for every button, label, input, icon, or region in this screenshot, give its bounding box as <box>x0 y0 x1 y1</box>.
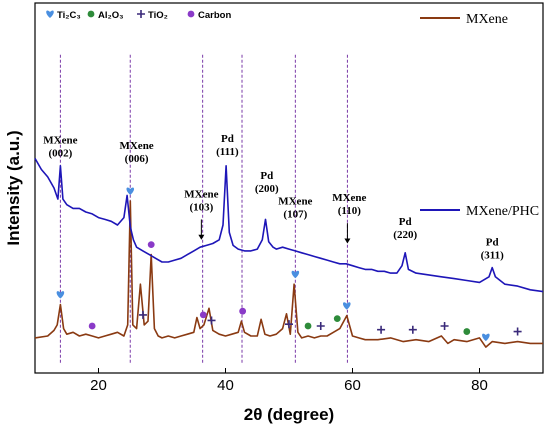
peak-annotation-label: MXene <box>184 188 218 200</box>
phase-marker-circle-icon <box>333 315 341 322</box>
peak-annotation-label: Pd <box>260 170 273 182</box>
phase-marker-heart-icon <box>291 270 300 279</box>
peak-annotation-label: Pd <box>221 133 234 145</box>
phase-marker-group <box>56 187 522 342</box>
peak-annotation-label: (107) <box>283 209 307 221</box>
plot-frame <box>34 2 544 374</box>
x-tick-label: 20 <box>90 377 107 394</box>
x-axis: 20 40 60 80 <box>90 368 488 394</box>
phase-marker-circle-icon <box>199 311 207 319</box>
series-line-mxene-phc <box>34 158 544 293</box>
peak-annotation-label: MXene <box>119 140 153 152</box>
phase-marker-plus-icon <box>138 310 147 319</box>
peak-annotation-label: Pd <box>486 236 499 248</box>
x-axis-title: 2θ (degree) <box>244 405 334 424</box>
phase-key-label: Ti₂C₃ <box>57 10 81 21</box>
legend-label: MXene/PHC <box>466 204 539 219</box>
phase-marker-plus-icon <box>408 325 417 334</box>
peak-annotation-label: MXene <box>43 135 77 147</box>
phase-marker-heart-icon <box>126 187 135 195</box>
phase-marker-circle-icon <box>88 322 96 330</box>
annotation-arrow-head <box>344 238 351 244</box>
phase-key-label: TiO₂ <box>148 10 168 21</box>
peak-annotation-label: MXene <box>278 196 312 208</box>
annotation-arrow-head <box>198 234 205 240</box>
phase-marker-circle-icon <box>463 328 471 335</box>
phase-marker-heart-icon <box>56 291 65 299</box>
x-tick-label: 60 <box>344 377 361 394</box>
phase-marker-circle-icon <box>147 241 155 249</box>
series-group <box>34 158 544 348</box>
y-axis-title: Intensity (a.u.) <box>4 130 23 245</box>
phase-key-plus-icon <box>137 10 145 18</box>
phase-key-circle-icon <box>187 10 195 18</box>
peak-annotation-label: (006) <box>125 153 149 165</box>
peak-annotation-label: (110) <box>338 205 362 217</box>
legend-label: MXene <box>466 12 508 27</box>
peak-annotation-label: (311) <box>481 249 505 261</box>
phase-marker-plus-icon <box>207 316 216 325</box>
phase-key-circle-icon <box>87 10 95 18</box>
phase-marker-plus-icon <box>377 325 386 334</box>
phase-key-heart-icon <box>46 10 54 18</box>
phase-marker-plus-icon <box>513 327 522 336</box>
phase-marker-plus-icon <box>440 322 449 330</box>
phase-key-label: Carbon <box>198 10 231 21</box>
series-line-mxene <box>34 200 543 348</box>
phase-key: Ti₂C₃ Al₂O₃ TiO₂ Carbon <box>46 10 231 21</box>
peak-annotation-label: Pd <box>399 216 412 228</box>
peak-annotation-label: (002) <box>48 148 72 160</box>
phase-marker-circle-icon <box>304 322 312 330</box>
legend: MXene MXene/PHC <box>420 12 539 219</box>
peak-annotation-group: MXene(002)MXene(006)Pd(111)Pd(200)MXene(… <box>43 133 504 262</box>
peak-annotation-label: (220) <box>393 229 417 241</box>
peak-annotation-label: MXene <box>332 192 366 204</box>
phase-marker-plus-icon <box>285 320 293 329</box>
x-tick-label: 40 <box>217 377 234 394</box>
phase-marker-plus-icon <box>316 322 325 330</box>
phase-marker-circle-icon <box>239 307 247 315</box>
phase-marker-heart-icon <box>342 302 351 310</box>
x-tick-label: 80 <box>471 377 488 394</box>
peak-annotation-label: (103) <box>189 201 213 213</box>
phase-key-label: Al₂O₃ <box>98 10 124 21</box>
phase-marker-heart-icon <box>482 333 490 342</box>
peak-annotation-label: (200) <box>255 183 279 195</box>
peak-annotation-label: (111) <box>216 146 239 158</box>
